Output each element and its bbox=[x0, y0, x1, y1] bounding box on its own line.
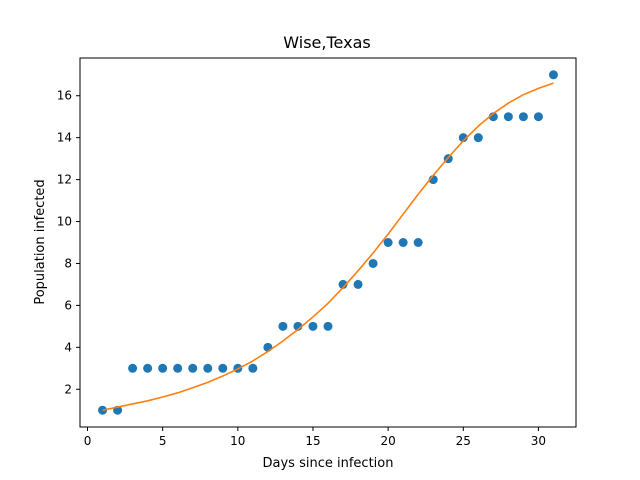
y-tick-label: 12 bbox=[57, 173, 72, 187]
y-tick-label: 2 bbox=[64, 382, 72, 396]
data-point bbox=[518, 112, 528, 122]
data-point bbox=[473, 133, 483, 143]
data-point bbox=[278, 321, 288, 331]
y-tick-label: 10 bbox=[57, 215, 72, 229]
data-point bbox=[98, 405, 108, 415]
data-point bbox=[248, 363, 258, 373]
data-point bbox=[368, 258, 378, 268]
chart-title: Wise,Texas bbox=[283, 33, 370, 52]
data-point bbox=[143, 363, 153, 373]
data-point bbox=[383, 238, 393, 247]
y-tick-label: 6 bbox=[64, 298, 72, 312]
y-axis: 2 4 6 8 10 12 14 16 bbox=[57, 89, 80, 396]
plot-area bbox=[98, 70, 558, 415]
data-point bbox=[308, 321, 318, 331]
data-point bbox=[533, 112, 543, 122]
x-axis-label: Days since infection bbox=[263, 456, 394, 471]
data-point bbox=[548, 70, 558, 80]
data-point bbox=[398, 238, 408, 247]
data-point bbox=[263, 342, 273, 352]
axes-frame bbox=[79, 57, 577, 428]
data-point bbox=[413, 238, 423, 247]
y-axis-label: Population infected bbox=[33, 179, 48, 304]
y-tick-label: 8 bbox=[64, 256, 72, 270]
data-point bbox=[173, 363, 183, 373]
x-axis: 0 5 10 15 20 25 30 bbox=[84, 427, 546, 448]
x-tick-label: 0 bbox=[84, 434, 92, 448]
data-point bbox=[158, 363, 168, 373]
data-point bbox=[458, 133, 468, 143]
data-point bbox=[353, 279, 363, 289]
x-tick-label: 20 bbox=[380, 434, 395, 448]
x-tick-label: 25 bbox=[456, 434, 471, 448]
data-point bbox=[323, 321, 333, 331]
x-tick-label: 5 bbox=[159, 434, 167, 448]
y-tick-label: 4 bbox=[64, 340, 72, 354]
y-tick-label: 14 bbox=[57, 131, 72, 145]
x-tick-label: 15 bbox=[305, 434, 320, 448]
data-point bbox=[128, 363, 138, 373]
y-tick-label: 16 bbox=[57, 89, 72, 103]
data-point bbox=[218, 363, 228, 373]
data-point bbox=[188, 363, 198, 373]
data-point bbox=[338, 279, 348, 289]
data-point bbox=[203, 363, 213, 373]
data-point bbox=[503, 112, 513, 122]
x-tick-label: 30 bbox=[531, 434, 546, 448]
fit-line bbox=[102, 82, 554, 412]
x-tick-label: 10 bbox=[230, 434, 245, 448]
